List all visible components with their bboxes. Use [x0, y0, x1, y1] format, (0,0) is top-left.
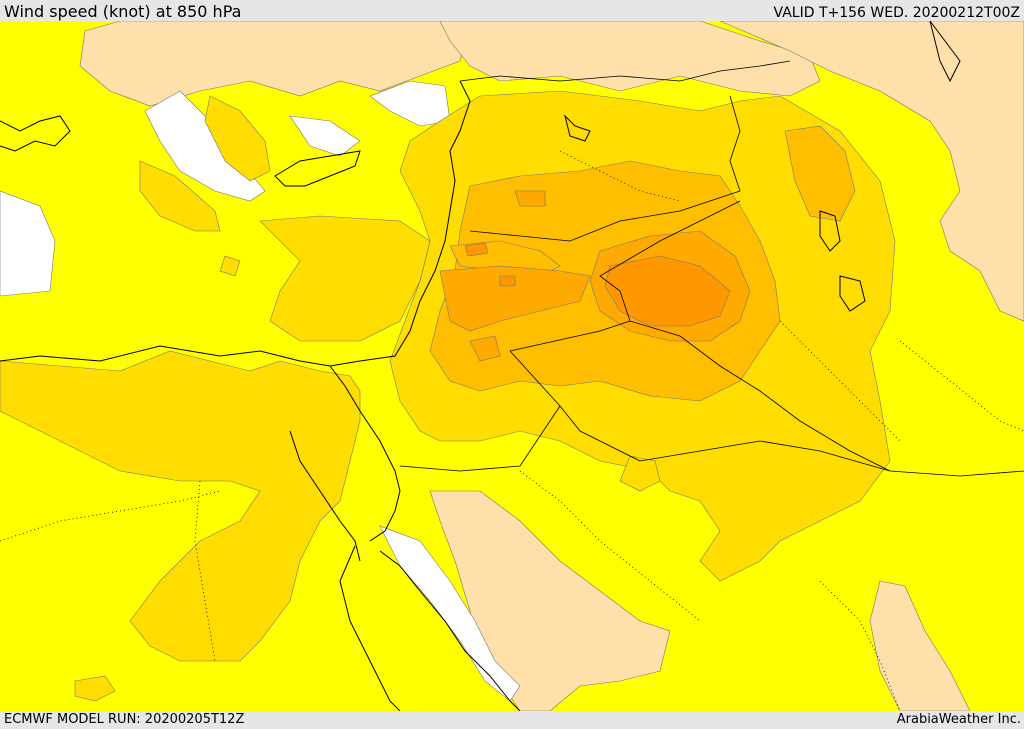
valid-time: VALID T+156 WED. 20200212T00Z	[773, 5, 1020, 21]
admin-boundaries	[0, 150, 1024, 711]
footer-bar: ECMWF MODEL RUN: 20200205T12Z ArabiaWeat…	[0, 711, 1024, 729]
model-run-label: ECMWF MODEL RUN: 20200205T12Z	[4, 712, 245, 727]
map-canvas	[0, 21, 1024, 711]
max-wind-regions	[464, 242, 731, 327]
light-wind-regions	[0, 21, 1024, 711]
map-title: Wind speed (knot) at 850 hPa	[4, 2, 242, 21]
coastlines	[0, 21, 961, 711]
wind-speed-map[interactable]	[0, 21, 1024, 711]
title-bar: Wind speed (knot) at 850 hPa VALID T+156…	[0, 0, 1024, 21]
calm-regions	[144, 80, 521, 702]
borders	[399, 60, 1024, 477]
credit-label: ArabiaWeather Inc.	[896, 712, 1021, 727]
